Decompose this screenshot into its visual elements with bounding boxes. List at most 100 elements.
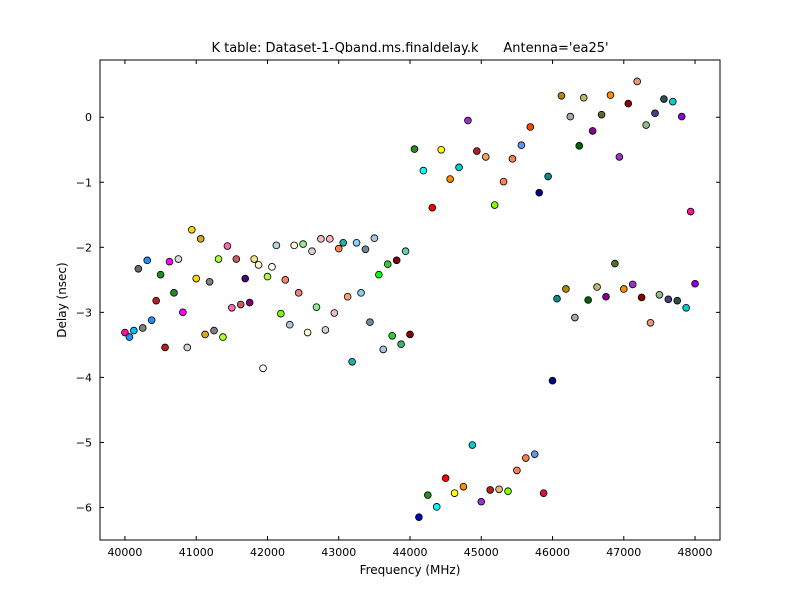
data-point (196, 235, 205, 243)
data-point (263, 272, 272, 281)
x-tick-label: 41000 (179, 546, 214, 559)
data-point (526, 123, 535, 131)
data-point (321, 326, 330, 334)
chart-title: K table: Dataset-1-Qband.ms.finaldelay.k… (211, 41, 608, 56)
data-point (370, 234, 379, 243)
data-point (566, 112, 575, 121)
data-point (575, 142, 584, 150)
data-point (468, 441, 477, 449)
data-point (392, 256, 401, 265)
data-point (553, 294, 561, 303)
data-point (584, 296, 592, 304)
data-point (343, 292, 352, 301)
data-point (464, 116, 472, 125)
data-point (205, 277, 214, 286)
data-point (691, 279, 699, 288)
data-point (125, 333, 134, 341)
data-point (406, 330, 414, 339)
data-point (446, 175, 454, 183)
data-point (379, 345, 388, 354)
data-point (134, 264, 143, 273)
data-point (294, 289, 303, 297)
data-point (588, 127, 597, 135)
data-point (210, 326, 218, 335)
data-point (375, 270, 383, 279)
data-point (530, 450, 539, 458)
data-point (236, 300, 245, 309)
data-point (415, 513, 423, 522)
data-point (308, 247, 316, 256)
data-point (424, 491, 432, 499)
data-point (183, 343, 192, 352)
data-point (633, 77, 641, 86)
data-point (651, 109, 659, 118)
data-point (593, 283, 601, 291)
axis-ticks: 40000 41000 42000 43000 44000 45000 46000 47000… (76, 60, 720, 559)
data-point (628, 280, 637, 289)
data-point (437, 145, 446, 154)
data-point (428, 203, 437, 212)
data-point (361, 245, 370, 254)
data-point (268, 263, 276, 271)
data-point (165, 257, 174, 266)
data-point (241, 274, 250, 283)
data-point (410, 145, 419, 153)
data-point (138, 324, 147, 332)
x-tick-label: 40000 (107, 546, 142, 559)
data-point (219, 333, 227, 341)
data-point (326, 235, 334, 243)
data-point (477, 497, 486, 506)
data-point (490, 201, 499, 209)
data-point (179, 308, 187, 317)
data-point (660, 95, 668, 103)
data-point (201, 330, 209, 339)
data-point (419, 166, 428, 175)
x-tick-label: 47000 (606, 546, 641, 559)
data-point (539, 489, 548, 497)
y-tick-label: −1 (76, 176, 92, 189)
data-point (143, 256, 152, 265)
data-point (686, 207, 695, 216)
data-point (432, 503, 441, 511)
data-point (508, 155, 517, 163)
data-point (499, 177, 508, 186)
data-point (214, 255, 223, 263)
x-tick-label: 44000 (393, 546, 428, 559)
data-point (357, 289, 365, 297)
data-point (388, 331, 396, 340)
data-point (504, 487, 512, 496)
data-point (228, 304, 236, 312)
data-point (317, 235, 325, 243)
data-point (156, 270, 165, 279)
data-point (352, 238, 361, 247)
data-point (606, 91, 615, 99)
data-point (597, 110, 606, 119)
data-point (254, 261, 263, 269)
data-point (277, 309, 285, 318)
data-point (312, 303, 321, 311)
data-point (522, 454, 530, 462)
data-point (486, 486, 494, 494)
y-tick-label: −4 (76, 371, 92, 384)
data-point (250, 255, 258, 263)
data-point (557, 91, 566, 100)
data-point (459, 482, 468, 491)
data-point (192, 274, 201, 283)
data-point (152, 296, 160, 305)
data-point (481, 153, 490, 161)
data-point (548, 376, 557, 385)
y-tick-label: −2 (76, 241, 92, 254)
data-point (130, 326, 138, 335)
data-point (366, 318, 374, 326)
data-point (473, 147, 481, 155)
plot-frame (99, 59, 721, 541)
data-point (637, 293, 646, 302)
data-point (495, 485, 503, 494)
x-tick-label: 45000 (464, 546, 499, 559)
data-point (513, 466, 521, 475)
data-point (281, 276, 290, 284)
data-point (401, 247, 410, 256)
data-point (664, 295, 673, 304)
data-point (441, 474, 450, 483)
